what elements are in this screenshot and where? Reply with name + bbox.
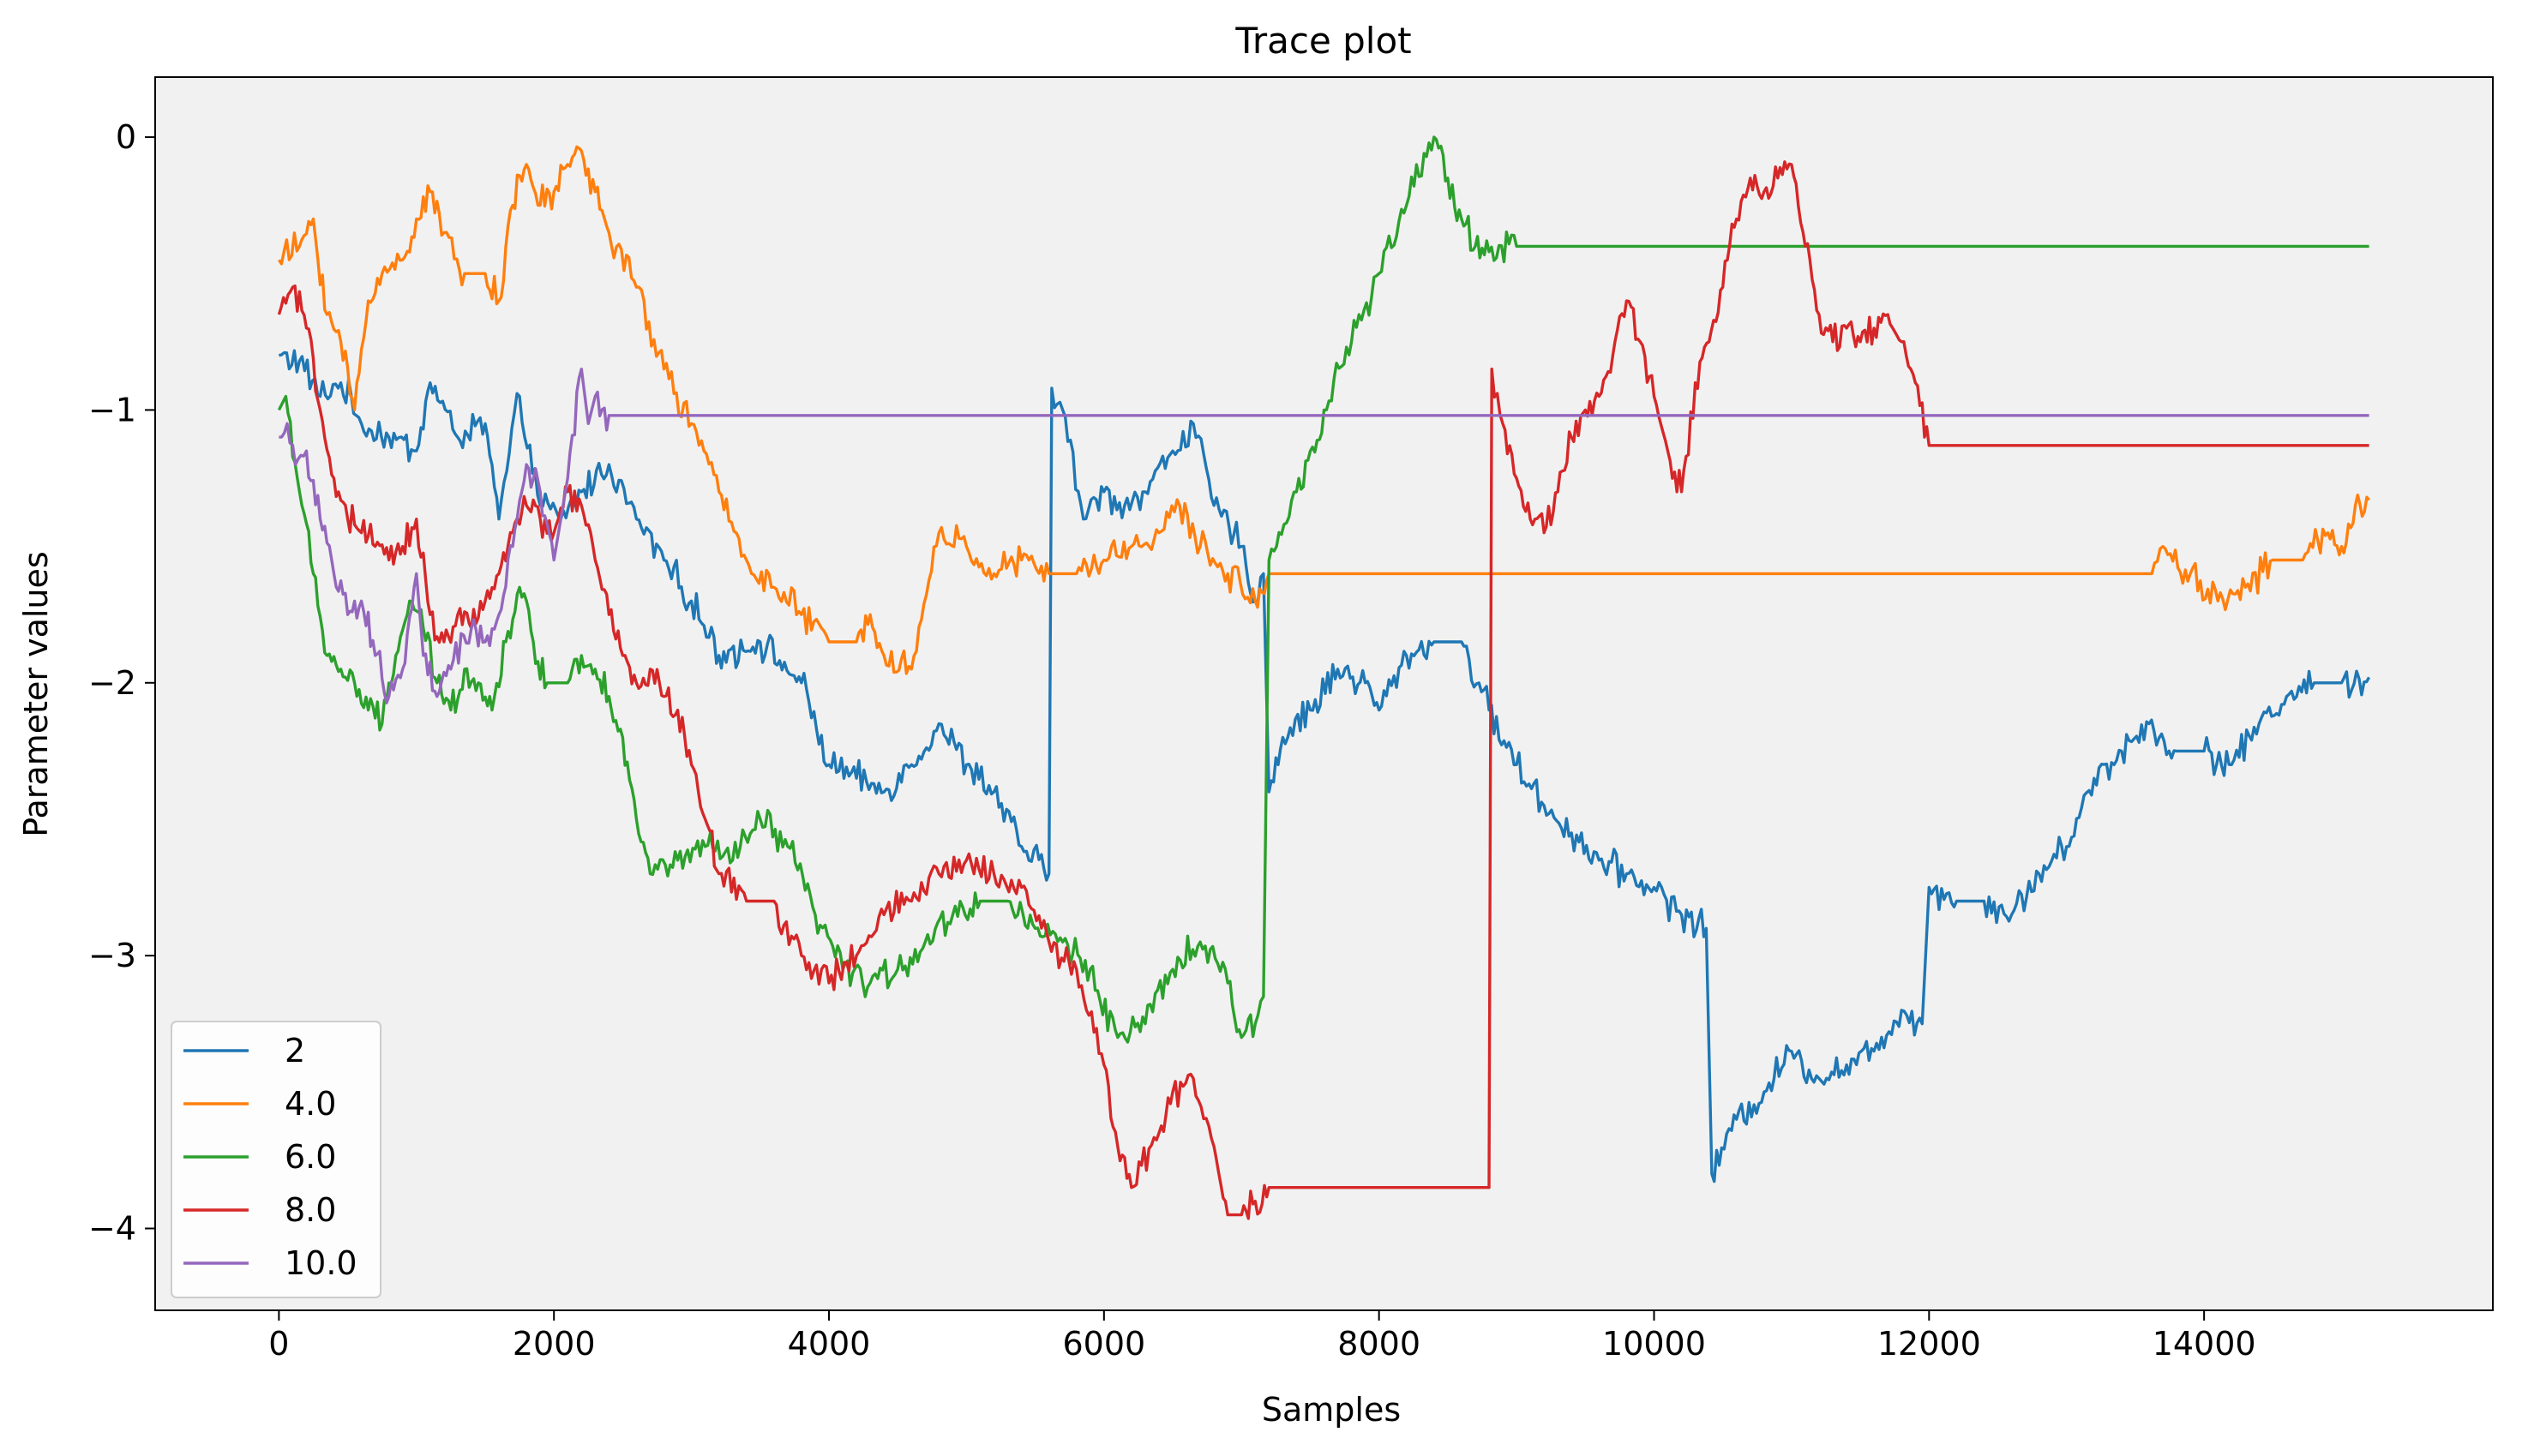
x-tick-label: 2000 [513,1325,596,1363]
y-tick-label: −3 [88,937,136,974]
x-axis-label: Samples [1262,1391,1401,1429]
legend-box [171,1021,381,1298]
x-tick-label: 0 [268,1325,289,1363]
series-layer [277,135,2371,1220]
y-tick-label: −1 [88,391,136,428]
series-line-3 [277,135,2369,1044]
plot-frame [154,76,2494,1311]
series-line-2 [277,145,2370,675]
series-line-5 [279,367,2369,704]
y-tick-label: −2 [88,664,136,702]
legend-label-2: 4.0 [285,1085,336,1123]
series-line-1 [279,349,2371,1183]
y-axis: 0 −1 −2 −3 −4 [88,118,155,1247]
x-tick-label: 10000 [1602,1325,1706,1363]
y-tick-label: 0 [116,118,136,156]
x-tick-label: 14000 [2153,1325,2256,1363]
series-line-4 [277,160,2369,1220]
x-tick-label: 4000 [788,1325,871,1363]
x-tick-label: 12000 [1877,1325,1981,1363]
y-axis-label: Parameter values [17,551,55,836]
chart-title: Trace plot [1234,20,1411,62]
x-tick-label: 6000 [1062,1325,1145,1363]
legend-label-5: 10.0 [285,1244,357,1282]
legend-label-1: 2 [285,1032,305,1070]
legend: 2 4.0 6.0 8.0 10.0 [171,1021,381,1298]
legend-label-3: 6.0 [285,1138,336,1176]
legend-label-4: 8.0 [285,1191,336,1229]
y-tick-label: −4 [88,1209,136,1247]
x-axis: 0 2000 4000 6000 8000 10000 12000 14000 [268,1310,2256,1363]
x-tick-label: 8000 [1337,1325,1420,1363]
